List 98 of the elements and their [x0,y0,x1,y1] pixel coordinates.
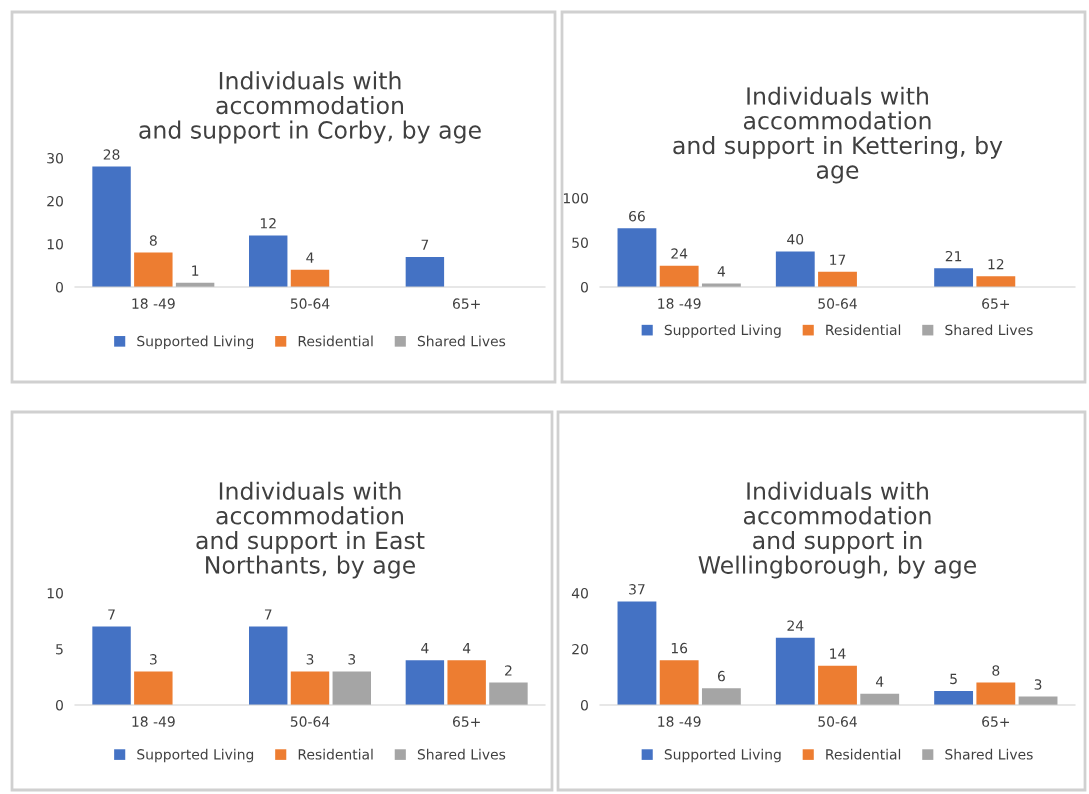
data-label: 6 [717,670,725,682]
legend-label: Residential [298,335,373,347]
legend-label: Shared Lives [417,335,506,347]
bar [818,665,857,705]
y-tick-label: 0 [55,281,63,293]
data-label: 16 [671,642,688,654]
x-tick-label: 18 -49 [658,716,701,727]
data-label: 4 [306,252,314,263]
data-label: 37 [629,584,645,595]
x-tick-label: 50-64 [290,716,330,727]
data-label: 21 [945,250,962,262]
chart-title: Individuals with accommodation and support in Corby, by age [139,71,481,144]
chart-title: Individuals with accommodation and support in East Northants, by age [196,481,425,579]
data-label: 24 [787,620,804,631]
legend-label: Shared Lives [945,748,1033,760]
bar [934,691,974,705]
legend-label: Supported Living [664,324,781,338]
y-tick-label: 10 [47,238,63,250]
data-label: 3 [1034,679,1042,690]
x-tick-label: 65+ [982,716,1010,727]
x-tick-label: 50-64 [290,298,330,309]
data-label: 8 [992,665,1000,676]
legend-label: Supported Living [664,748,781,763]
data-label: 7 [264,609,272,620]
legend-label: Supported Living [137,335,254,350]
bar [92,626,131,705]
data-label: 5 [950,673,957,685]
chart-title: Individuals with accommodation and support in Wellingborough, by age [698,481,977,579]
bar [405,660,445,705]
x-tick-label: 18 -49 [658,298,701,309]
legend-label: Residential [298,748,373,760]
data-label: 40 [787,234,804,245]
bar [134,252,173,287]
data-label: 66 [629,210,645,222]
x-tick-label: 50-64 [818,716,857,727]
bar [934,268,974,287]
data-label: 8 [149,235,157,246]
data-label: 12 [260,218,276,229]
data-label: 4 [875,676,884,687]
bar [290,671,330,705]
data-label: 1 [192,265,199,276]
data-label: 24 [671,248,688,259]
x-tick-label: 18 -49 [132,298,175,309]
data-label: 2 [505,665,512,676]
data-label: 7 [108,609,115,620]
y-tick-label: 100 [563,192,588,204]
bar [489,682,528,705]
x-tick-label: 65+ [452,716,480,727]
legend-label: Residential [826,748,901,760]
y-tick-label: 5 [56,644,63,655]
bar [860,693,900,705]
x-tick-label: 50-64 [818,298,857,309]
bar [92,166,131,287]
bar [775,637,815,705]
y-tick-label: 40 [571,587,588,599]
legend-label: Residential [826,324,901,336]
bar [290,269,330,287]
bar [818,271,857,287]
data-label: 4 [717,266,726,277]
data-label: 17 [830,254,846,265]
data-label: 7 [421,239,429,250]
bar [659,660,699,705]
legend-label: Shared Lives [945,324,1033,336]
y-tick-label: 30 [47,152,63,164]
bar [249,626,288,705]
bar [405,256,445,287]
y-tick-label: 10 [47,587,63,599]
y-tick-label: 0 [580,281,588,293]
y-tick-label: 20 [572,643,588,655]
legend-label: Supported Living [137,748,254,763]
bar [659,265,699,287]
data-label: 3 [149,654,157,665]
x-tick-label: 65+ [982,298,1010,309]
bar [976,682,1016,705]
x-tick-label: 18 -49 [132,716,175,727]
bar [447,660,486,705]
bar [976,276,1016,287]
bar [775,251,815,287]
data-label: 28 [103,149,120,160]
bar [332,671,371,705]
x-tick-label: 65+ [452,298,480,309]
chart-title: Individuals with accommodation and support in Kettering, by age [673,86,1003,184]
y-tick-label: 0 [55,699,63,711]
y-tick-label: 20 [47,195,63,207]
legend-label: Shared Lives [417,748,506,760]
data-label: 3 [306,654,314,665]
bar [617,228,657,287]
data-label: 4 [421,643,429,654]
data-label: 4 [462,643,471,654]
bar [701,688,741,705]
y-tick-label: 50 [572,237,588,248]
bar [617,601,657,705]
data-label: 12 [988,258,1004,270]
bar [249,235,288,287]
data-label: 14 [830,648,846,659]
y-tick-label: 0 [580,699,588,711]
bar [134,671,173,705]
data-label: 3 [348,654,356,665]
